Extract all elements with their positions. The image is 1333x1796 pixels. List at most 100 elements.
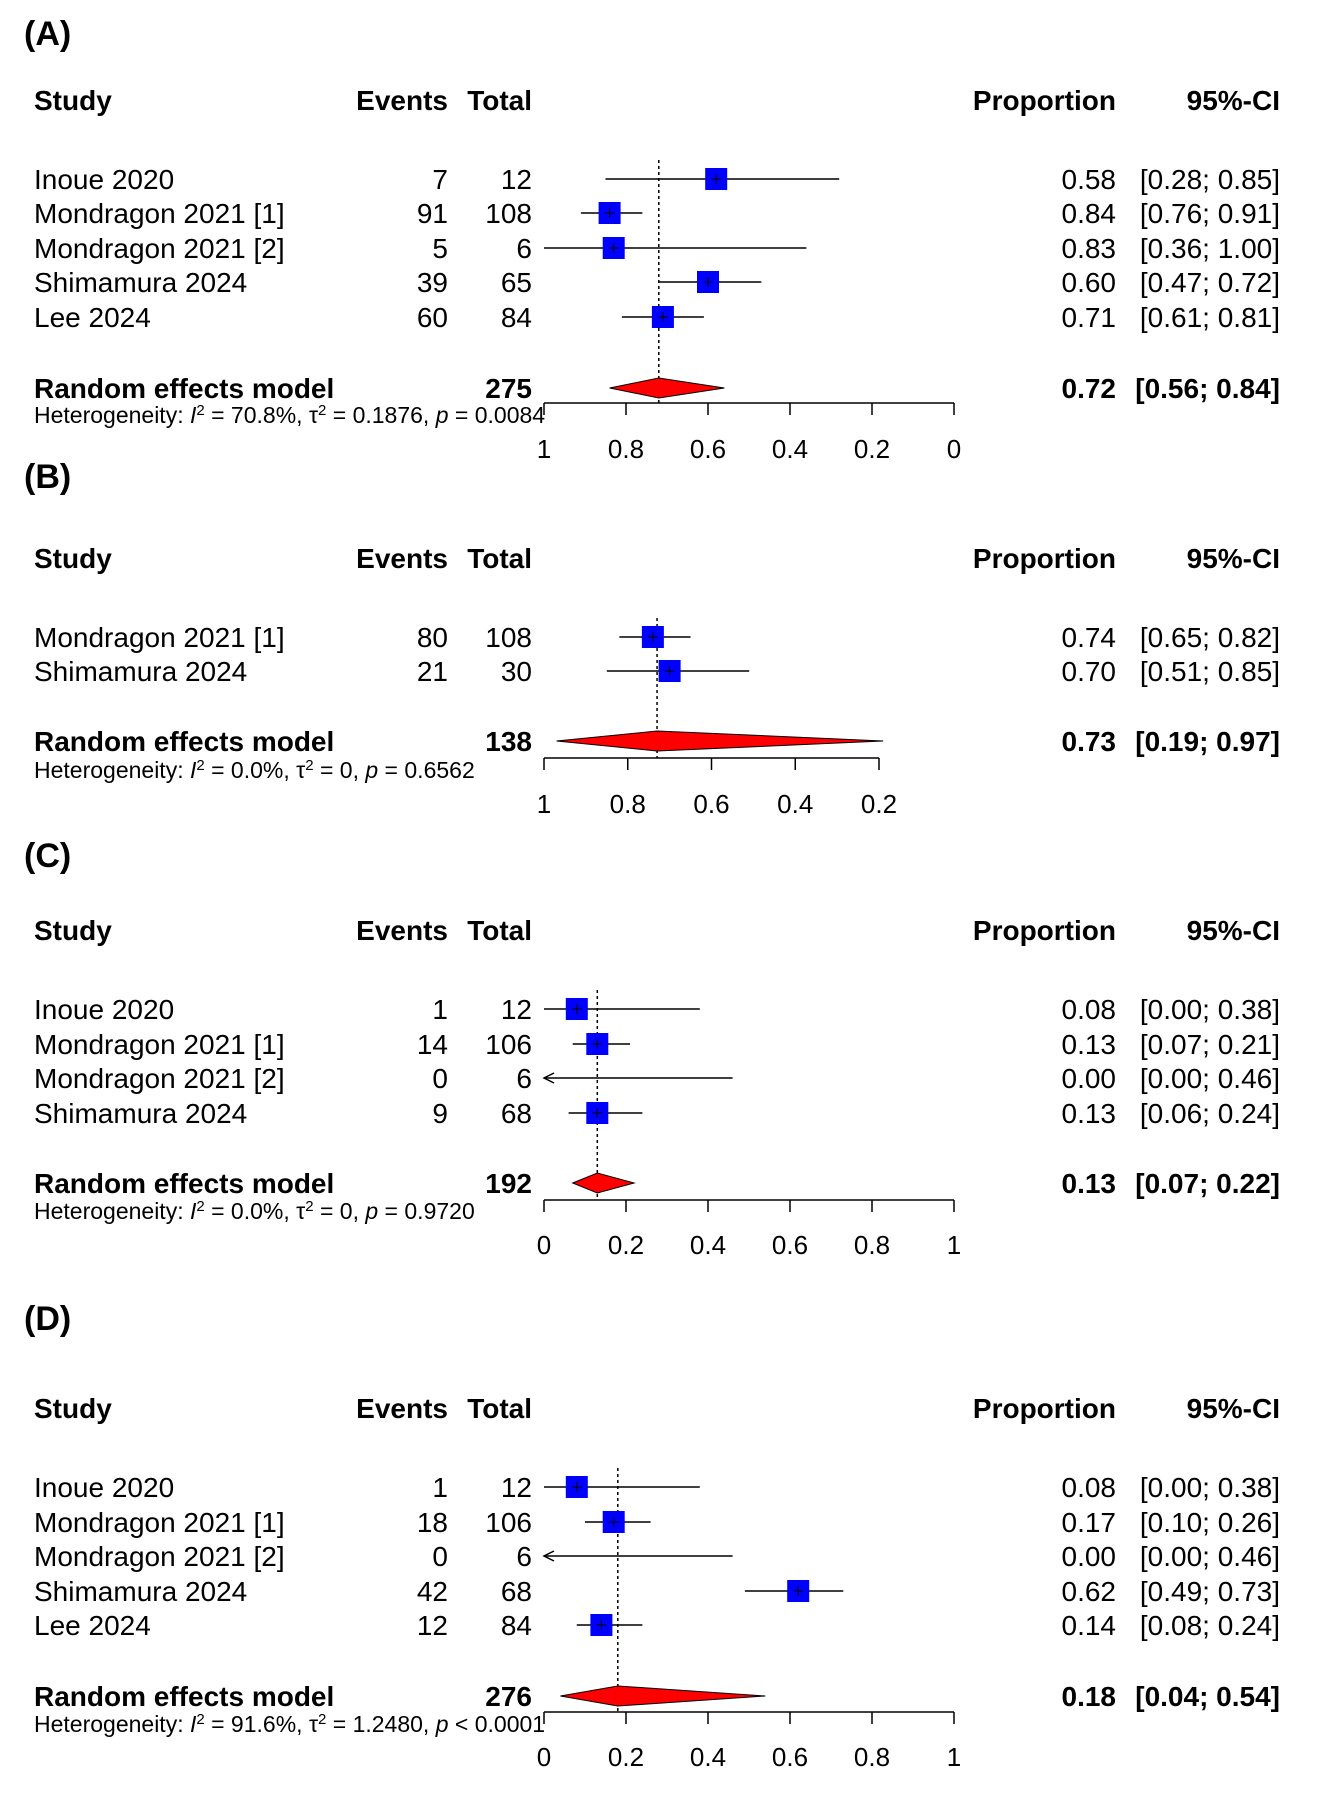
panel-b-x-tick-label: 0.6: [693, 789, 729, 819]
panel-a-study-events: 7: [432, 164, 448, 195]
panel-b-study-ci: [0.65; 0.82]: [1140, 622, 1280, 653]
panel-d-pooled-ci: [0.04; 0.54]: [1135, 1681, 1280, 1712]
panel-d-study-total: 6: [516, 1541, 532, 1572]
panel-b-study-label: Shimamura 2024: [34, 656, 247, 687]
panel-a-header-events: Events: [356, 85, 448, 116]
panel-d-pooled-label: Random effects model: [34, 1681, 334, 1712]
panel-a-study-proportion: 0.60: [1062, 267, 1117, 298]
panel-a-study-events: 5: [432, 233, 448, 264]
panel-d-header-ci: 95%-CI: [1187, 1393, 1280, 1424]
panel-a-study-proportion: 0.83: [1062, 233, 1117, 264]
panel-a-study-label: Shimamura 2024: [34, 267, 247, 298]
panel-b-study-events: 21: [417, 656, 448, 687]
panel-a-header-total: Total: [467, 85, 532, 116]
panel-c-study-events: 0: [432, 1063, 448, 1094]
panel-b-header-study: Study: [34, 543, 112, 574]
panel-a-study-events: 39: [417, 267, 448, 298]
panel-d-study-proportion: 0.00: [1062, 1541, 1117, 1572]
panel-a-study-total: 108: [485, 198, 532, 229]
panel-c-x-tick-label: 0.8: [854, 1230, 890, 1260]
panel-d-study-proportion: 0.14: [1062, 1610, 1117, 1641]
panel-c-study-label: Mondragon 2021 [2]: [34, 1063, 285, 1094]
panel-d-study-events: 0: [432, 1541, 448, 1572]
panel-a-study-proportion: 0.58: [1062, 164, 1117, 195]
panel-d-study-ci: [0.00; 0.38]: [1140, 1472, 1280, 1503]
panel-a-study-total: 84: [501, 302, 532, 333]
panel-a-study-total: 12: [501, 164, 532, 195]
panel-c-pooled-proportion: 0.13: [1062, 1168, 1117, 1199]
panel-b-study-events: 80: [417, 622, 448, 653]
panel-b-study-proportion: 0.74: [1062, 622, 1117, 653]
panel-a-x-tick-label: 0: [947, 434, 961, 464]
panel-c-header-proportion: Proportion: [973, 915, 1116, 946]
panel-a-study-total: 65: [501, 267, 532, 298]
panel-a-x-tick-label: 0.6: [690, 434, 726, 464]
panel-c-study-events: 9: [432, 1098, 448, 1129]
panel-b-study-total: 30: [501, 656, 532, 687]
panel-b-header-ci: 95%-CI: [1187, 543, 1280, 574]
panel-c-pooled-diamond: [571, 1172, 637, 1194]
panel-c-study-label: Shimamura 2024: [34, 1098, 247, 1129]
panel-d-study-proportion: 0.08: [1062, 1472, 1117, 1503]
panel-c-label: (C): [24, 837, 71, 875]
panel-a-study-label: Mondragon 2021 [2]: [34, 233, 285, 264]
panel-d-x-tick-label: 0.4: [690, 1742, 726, 1772]
panel-d-pooled-proportion: 0.18: [1062, 1681, 1117, 1712]
panel-a-study-proportion: 0.84: [1062, 198, 1117, 229]
panel-d-study-ci: [0.00; 0.46]: [1140, 1541, 1280, 1572]
panel-c-header-events: Events: [356, 915, 448, 946]
panel-d-header-events: Events: [356, 1393, 448, 1424]
panel-c-study-proportion: 0.08: [1062, 994, 1117, 1025]
panel-b-study-label: Mondragon 2021 [1]: [34, 622, 285, 653]
panel-d-heterogeneity: Heterogeneity: I2 = 91.6%, τ2 = 1.2480, …: [34, 1711, 545, 1738]
panel-c-x-tick-label: 1: [947, 1230, 961, 1260]
panel-b-study-total: 108: [485, 622, 532, 653]
panel-a-study-ci: [0.36; 1.00]: [1140, 233, 1280, 264]
panel-d-x-tick-label: 0.8: [854, 1742, 890, 1772]
panel-d-x-tick-label: 0: [537, 1742, 551, 1772]
panel-b-label: (B): [24, 458, 71, 496]
panel-c-study-events: 1: [432, 994, 448, 1025]
panel-a-x-tick-label: 1: [537, 434, 551, 464]
panel-c-x-tick-label: 0.2: [608, 1230, 644, 1260]
panel-c-pooled-label: Random effects model: [34, 1168, 334, 1199]
panel-a-study-events: 60: [417, 302, 448, 333]
panel-c-study-ci: [0.00; 0.46]: [1140, 1063, 1280, 1094]
panel-a-heterogeneity: Heterogeneity: I2 = 70.8%, τ2 = 0.1876, …: [34, 402, 545, 429]
panel-c-study-label: Mondragon 2021 [1]: [34, 1029, 285, 1060]
panel-c-study-proportion: 0.00: [1062, 1063, 1117, 1094]
panel-b-header-total: Total: [467, 543, 532, 574]
panel-d-study-label: Mondragon 2021 [1]: [34, 1507, 285, 1538]
panel-d-study-label: Mondragon 2021 [2]: [34, 1541, 285, 1572]
panel-a-x-tick-label: 0.8: [608, 434, 644, 464]
panel-d-label: (D): [24, 1300, 71, 1338]
panel-a-study-label: Inoue 2020: [34, 164, 174, 195]
panel-d-header-total: Total: [467, 1393, 532, 1424]
panel-d-study-events: 1: [432, 1472, 448, 1503]
panel-a-header-proportion: Proportion: [973, 85, 1116, 116]
panel-b-x-tick-label: 1: [537, 789, 551, 819]
panel-a-study-label: Mondragon 2021 [1]: [34, 198, 285, 229]
panel-b-x-tick-label: 0.8: [610, 789, 646, 819]
panel-b-pooled-label: Random effects model: [34, 726, 334, 757]
panel-a-study-label: Lee 2024: [34, 302, 151, 333]
panel-c-study-total: 6: [516, 1063, 532, 1094]
panel-d-study-total: 84: [501, 1610, 532, 1641]
panel-a-label: (A): [24, 15, 71, 53]
panel-c-x-tick-label: 0.4: [690, 1230, 726, 1260]
panel-c-pooled-ci: [0.07; 0.22]: [1135, 1168, 1280, 1199]
panel-d-study-events: 12: [417, 1610, 448, 1641]
panel-a-x-tick-label: 0.2: [854, 434, 890, 464]
panel-d-pooled-total: 276: [485, 1681, 532, 1712]
panel-d-study-ci: [0.49; 0.73]: [1140, 1576, 1280, 1607]
panel-a-pooled-proportion: 0.72: [1062, 373, 1117, 404]
panel-d-study-events: 18: [417, 1507, 448, 1538]
panel-d-study-total: 106: [485, 1507, 532, 1538]
panel-a-pooled-label: Random effects model: [34, 373, 334, 404]
panel-d-x-tick-label: 1: [947, 1742, 961, 1772]
panel-b-x-tick-label: 0.4: [777, 789, 813, 819]
panel-c-study-total: 106: [485, 1029, 532, 1060]
panel-b-pooled-ci: [0.19; 0.97]: [1135, 726, 1280, 757]
panel-a-pooled-ci: [0.56; 0.84]: [1135, 373, 1280, 404]
